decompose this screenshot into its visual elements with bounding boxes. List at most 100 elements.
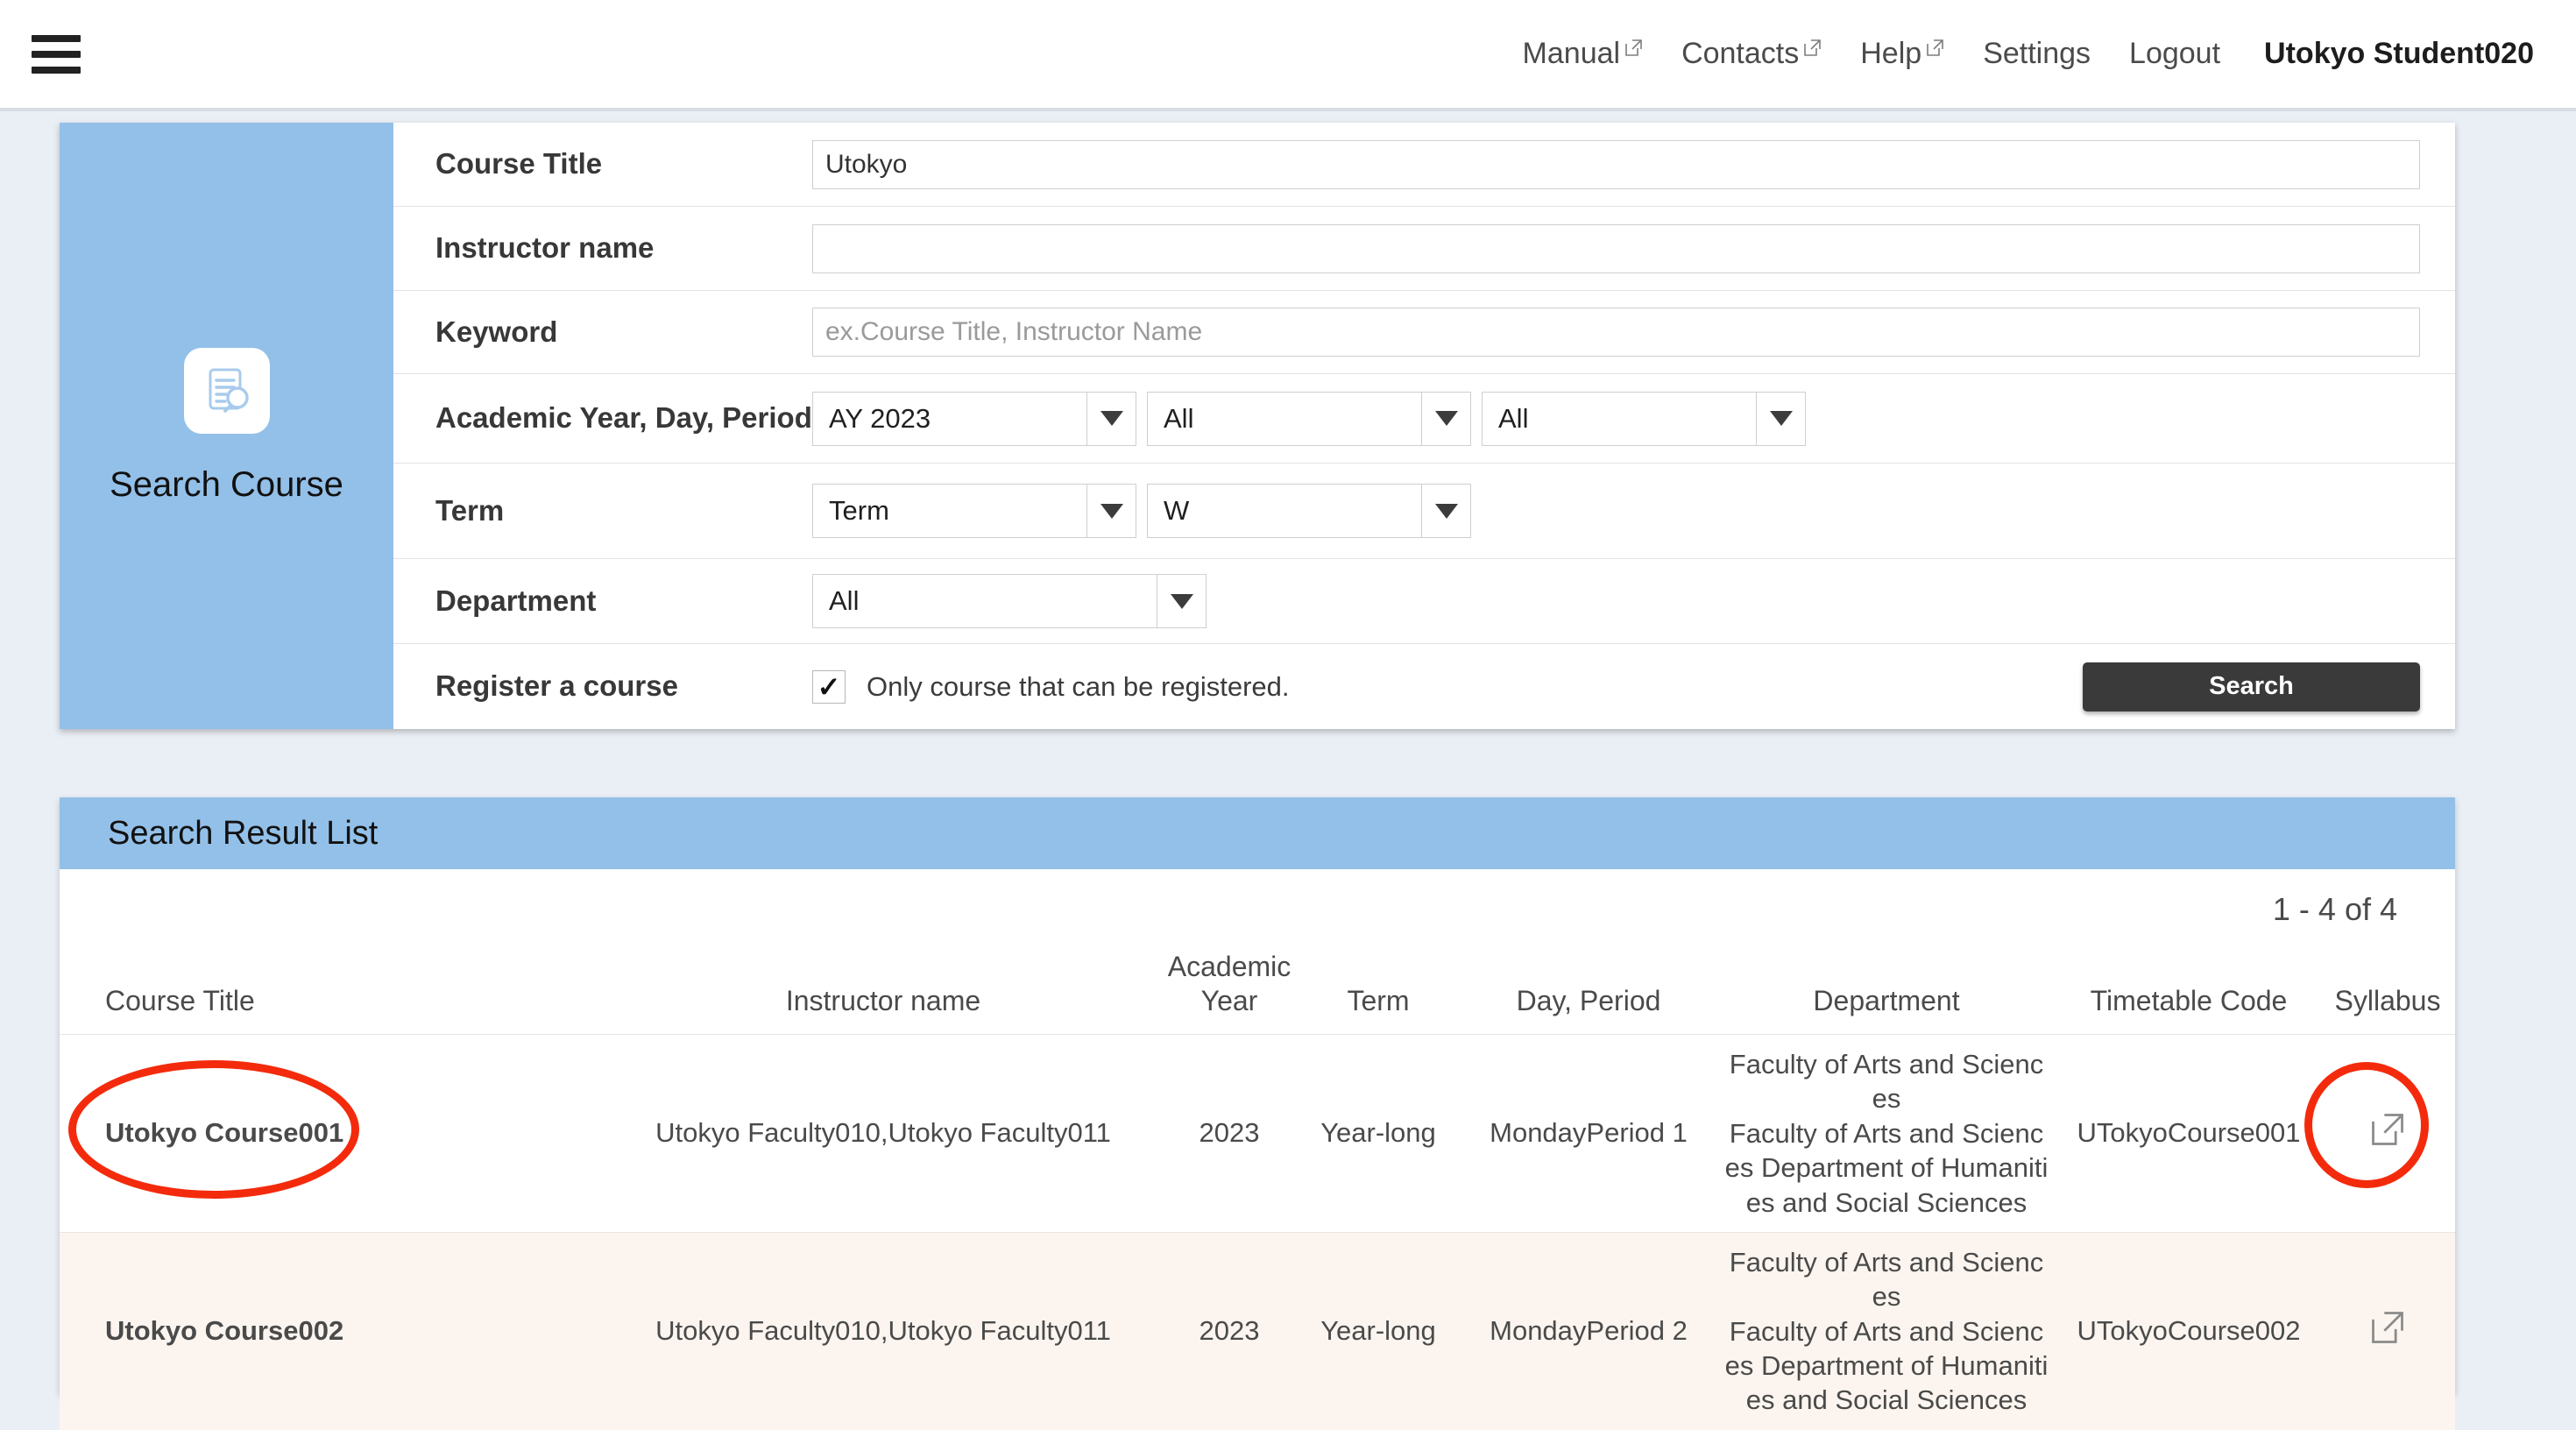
search-result-card: Search Result List 1 - 4 of 4 Course Tit…: [60, 797, 2455, 1430]
nav-link-manual[interactable]: Manual: [1504, 37, 1663, 71]
nav-link-help[interactable]: Help: [1841, 37, 1964, 71]
cell-term: Year-long: [1295, 1034, 1461, 1233]
top-navigation: Manual Contacts Help Settings Logout Uto…: [1504, 37, 2534, 71]
results-table: Course Title Instructor name Academic Ye…: [60, 950, 2455, 1430]
search-course-side-panel: Search Course: [60, 123, 393, 729]
label-department: Department: [435, 584, 597, 617]
hamburger-menu-icon[interactable]: [32, 34, 81, 74]
cell-course-title[interactable]: Utokyo Course002: [60, 1231, 603, 1430]
results-table-head: Course Title Instructor name Academic Ye…: [60, 950, 2455, 1035]
cell-course-title[interactable]: Utokyo Course001: [60, 1034, 603, 1233]
cell-timetable-code: UTokyoCourse001: [2057, 1034, 2320, 1233]
cell-day-period: MondayPeriod 2: [1461, 1231, 1716, 1430]
term-type-select[interactable]: Term: [812, 484, 1136, 538]
cell-department: Faculty of Arts and Scienc es Faculty of A…: [1716, 1034, 2057, 1233]
chevron-down-icon: [1086, 392, 1136, 445]
column-header-term[interactable]: Term: [1347, 985, 1410, 1017]
cell-day-period: MondayPeriod 1: [1461, 1034, 1716, 1233]
results-table-body: Utokyo Course001 Utokyo Faculty010,Utoky…: [60, 1034, 2455, 1430]
field-register-a-course: ✓ Only course that can be registered. Se…: [812, 662, 2455, 711]
table-row[interactable]: Utokyo Course001 Utokyo Faculty010,Utoky…: [60, 1034, 2455, 1233]
period-select[interactable]: All: [1482, 391, 1806, 446]
search-result-list-title: Search Result List: [60, 797, 2455, 869]
external-link-icon: [1926, 39, 1944, 57]
search-form: Course Title Instructor name Keyword Aca…: [393, 123, 2455, 729]
cell-syllabus: [2320, 1034, 2455, 1233]
cell-syllabus: [2320, 1231, 2455, 1430]
chevron-down-icon: [1421, 485, 1470, 537]
registerable-checkbox-label: Only course that can be registered.: [867, 670, 1290, 702]
cell-timetable-code: UTokyoCourse002: [2057, 1231, 2320, 1430]
cell-academic-year: 2023: [1164, 1034, 1295, 1233]
label-register-a-course: Register a course: [435, 669, 678, 703]
column-header-course-title[interactable]: Course Title: [105, 985, 255, 1017]
column-header-syllabus[interactable]: Syllabus: [2334, 985, 2441, 1017]
instructor-name-input[interactable]: [812, 223, 2420, 273]
chevron-down-icon: [1086, 485, 1136, 537]
label-academic-year-day-period: Academic Year, Day, Period: [435, 401, 812, 435]
form-row-term: Term Term W: [393, 464, 2455, 559]
term-value: W: [1164, 495, 1190, 526]
academic-year-select[interactable]: AY 2023: [812, 391, 1136, 446]
field-department: All: [812, 574, 2455, 628]
nav-link-contacts[interactable]: Contacts: [1662, 37, 1841, 71]
label-term: Term: [435, 493, 505, 527]
form-row-department: Department All: [393, 559, 2455, 644]
form-row-keyword: Keyword: [393, 291, 2455, 374]
cell-academic-year: 2023: [1164, 1231, 1295, 1430]
form-row-academic-year-day-period: Academic Year, Day, Period AY 2023 All A…: [393, 374, 2455, 464]
field-keyword: [812, 308, 2455, 357]
nav-link-settings[interactable]: Settings: [1964, 37, 2110, 71]
hamburger-line: [32, 34, 81, 42]
form-row-register-a-course: Register a course ✓ Only course that can…: [393, 644, 2455, 729]
search-course-card: Search Course Course Title Instructor na…: [60, 123, 2455, 729]
term-type-value: Term: [829, 495, 889, 526]
period-value: All: [1498, 402, 1529, 434]
cell-instructor-name: Utokyo Faculty010,Utokyo Faculty011: [603, 1231, 1164, 1430]
hamburger-line: [32, 66, 81, 74]
column-header-department[interactable]: Department: [1813, 985, 1960, 1017]
registerable-checkbox-group: ✓ Only course that can be registered.: [812, 669, 1290, 704]
chevron-down-icon: [1756, 392, 1805, 445]
department-select[interactable]: All: [812, 574, 1207, 628]
academic-year-value: AY 2023: [829, 402, 931, 434]
department-value: All: [829, 585, 860, 616]
column-header-timetable-code[interactable]: Timetable Code: [2090, 985, 2288, 1017]
nav-label-logout: Logout: [2129, 37, 2221, 70]
form-row-instructor-name: Instructor name: [393, 207, 2455, 291]
result-count: 1 - 4 of 4: [2272, 891, 2397, 927]
chevron-down-icon: [1421, 392, 1470, 445]
day-select[interactable]: All: [1147, 391, 1471, 446]
search-course-title: Search Course: [110, 464, 343, 504]
form-row-course-title: Course Title: [393, 123, 2455, 207]
course-title-input[interactable]: [812, 139, 2420, 189]
hamburger-line: [32, 50, 81, 58]
label-instructor-name: Instructor name: [435, 231, 655, 265]
column-header-instructor-name[interactable]: Instructor name: [785, 985, 981, 1017]
column-header-academic-year[interactable]: Academic Year: [1167, 951, 1292, 1017]
user-name-label[interactable]: Utokyo Student020: [2264, 37, 2534, 70]
nav-label-manual: Manual: [1522, 37, 1621, 70]
chevron-down-icon: [1157, 575, 1206, 627]
table-header-row: Course Title Instructor name Academic Ye…: [60, 950, 2455, 1035]
cell-term: Year-long: [1295, 1231, 1461, 1430]
day-value: All: [1164, 402, 1194, 434]
cell-instructor-name: Utokyo Faculty010,Utokyo Faculty011: [603, 1034, 1164, 1233]
table-row[interactable]: Utokyo Course002 Utokyo Faculty010,Utoky…: [60, 1231, 2455, 1430]
label-keyword: Keyword: [435, 315, 558, 348]
external-link-icon[interactable]: [2368, 1110, 2407, 1149]
term-value-select[interactable]: W: [1147, 484, 1471, 538]
search-button[interactable]: Search: [2083, 662, 2420, 711]
nav-label-help: Help: [1860, 37, 1922, 70]
cell-department: Faculty of Arts and Scienc es Faculty of A…: [1716, 1231, 2057, 1430]
keyword-input[interactable]: [812, 308, 2420, 357]
column-header-day-period[interactable]: Day, Period: [1516, 985, 1661, 1017]
document-search-icon: [183, 347, 270, 434]
external-link-icon[interactable]: [2368, 1308, 2407, 1347]
nav-link-logout[interactable]: Logout: [2110, 37, 2240, 71]
registerable-checkbox[interactable]: ✓: [812, 669, 846, 704]
field-academic-year-day-period: AY 2023 All All: [812, 391, 2455, 446]
field-course-title: [812, 139, 2455, 189]
external-link-icon: [1624, 39, 1643, 57]
top-header-bar: Manual Contacts Help Settings Logout Uto…: [0, 0, 2576, 111]
